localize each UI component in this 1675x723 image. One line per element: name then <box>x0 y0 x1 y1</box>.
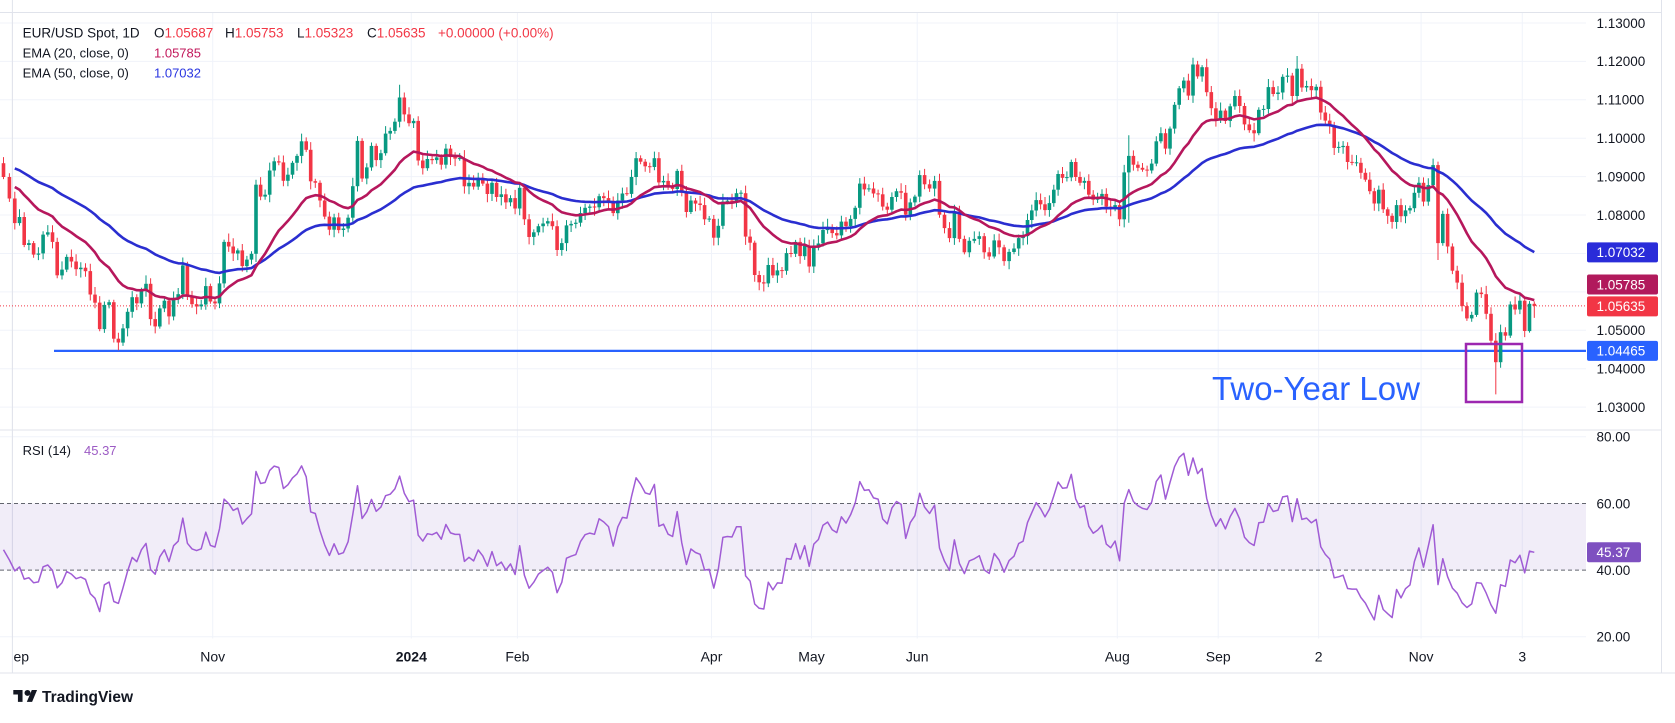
svg-text:1.12000: 1.12000 <box>1597 54 1646 69</box>
svg-text:20.00: 20.00 <box>1597 630 1631 645</box>
svg-text:1.13000: 1.13000 <box>1597 16 1646 31</box>
svg-text:TradingView: TradingView <box>42 689 134 706</box>
svg-text:Feb: Feb <box>505 649 529 665</box>
svg-text:1.07032: 1.07032 <box>1597 245 1646 260</box>
svg-text:1.11000: 1.11000 <box>1597 93 1645 108</box>
svg-text:80.00: 80.00 <box>1597 430 1631 445</box>
svg-text:1.05785: 1.05785 <box>154 46 201 61</box>
svg-text:ep: ep <box>14 649 30 665</box>
svg-text:1.09000: 1.09000 <box>1597 169 1646 184</box>
svg-text:40.00: 40.00 <box>1597 563 1631 578</box>
svg-text:Nov: Nov <box>200 649 225 665</box>
svg-text:Two-Year Low: Two-Year Low <box>1212 370 1420 407</box>
svg-text:45.37: 45.37 <box>1597 545 1631 560</box>
svg-text:RSI (14) 45.37: RSI (14) 45.37 <box>23 443 117 458</box>
svg-text:1.05000: 1.05000 <box>1597 323 1646 338</box>
svg-text:2024: 2024 <box>396 649 427 665</box>
svg-text:1.05785: 1.05785 <box>1597 277 1646 292</box>
svg-text:Sep: Sep <box>1206 649 1231 665</box>
svg-text:60.00: 60.00 <box>1597 496 1631 511</box>
svg-text:1.04465: 1.04465 <box>1597 344 1646 359</box>
svg-text:Nov: Nov <box>1409 649 1434 665</box>
svg-text:EMA (20, close, 0): EMA (20, close, 0) <box>23 46 129 61</box>
svg-text:1.10000: 1.10000 <box>1597 131 1646 146</box>
svg-text:1.03000: 1.03000 <box>1597 400 1646 415</box>
svg-text:1.08000: 1.08000 <box>1597 208 1646 223</box>
svg-text:Aug: Aug <box>1105 649 1130 665</box>
svg-text:Apr: Apr <box>701 649 723 665</box>
svg-text:2: 2 <box>1315 649 1323 665</box>
svg-text:1.05635: 1.05635 <box>1597 299 1646 314</box>
svg-text:Jun: Jun <box>906 649 929 665</box>
svg-text:3: 3 <box>1518 649 1526 665</box>
svg-text:1.04000: 1.04000 <box>1597 362 1646 377</box>
svg-text:1.07032: 1.07032 <box>154 66 201 81</box>
svg-text:EMA (50, close, 0): EMA (50, close, 0) <box>23 66 129 81</box>
svg-text:May: May <box>798 649 824 665</box>
